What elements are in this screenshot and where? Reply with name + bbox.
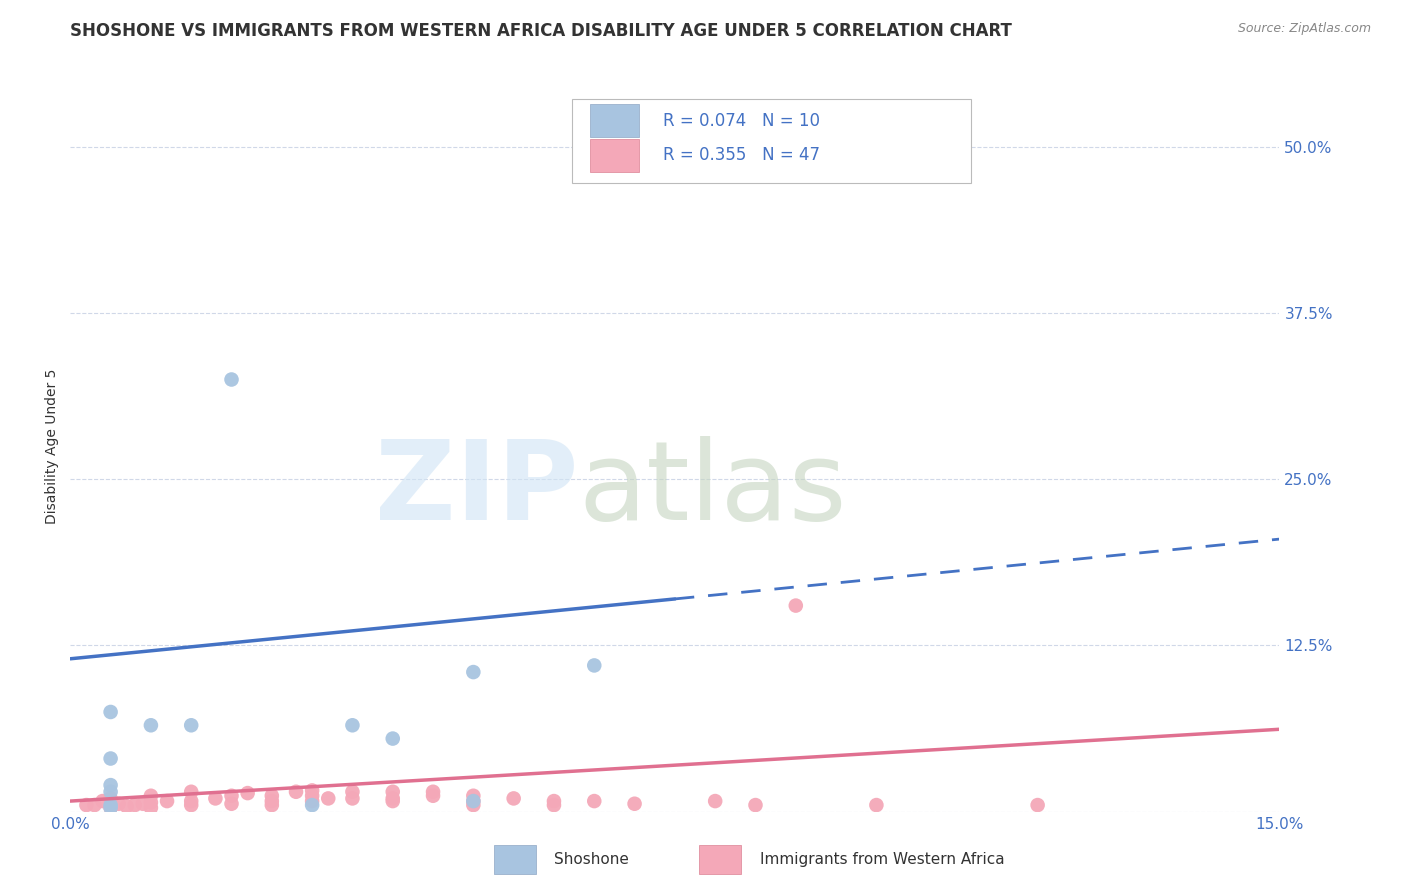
Point — [422, 789, 444, 803]
Text: SHOSHONE VS IMMIGRANTS FROM WESTERN AFRICA DISABILITY AGE UNDER 5 CORRELATION CH: SHOSHONE VS IMMIGRANTS FROM WESTERN AFRI… — [70, 22, 1012, 40]
Point — [100, 751, 122, 765]
Point — [301, 783, 323, 797]
Bar — [494, 845, 536, 874]
Point — [180, 718, 202, 732]
Point — [132, 797, 155, 811]
Point — [115, 799, 138, 814]
Point — [301, 798, 323, 813]
Point — [100, 778, 122, 792]
Point — [260, 798, 283, 813]
Point — [180, 785, 202, 799]
Point — [301, 794, 323, 808]
Bar — [699, 845, 741, 874]
Point — [583, 658, 606, 673]
Bar — [591, 139, 638, 171]
Text: Shoshone: Shoshone — [554, 852, 628, 867]
Point — [1026, 798, 1049, 813]
FancyBboxPatch shape — [572, 99, 972, 183]
Point — [156, 794, 179, 808]
Point — [221, 789, 243, 803]
Point — [785, 599, 807, 613]
Point — [124, 798, 146, 813]
Point — [180, 794, 202, 808]
Y-axis label: Disability Age Under 5: Disability Age Under 5 — [45, 368, 59, 524]
Point — [285, 785, 308, 799]
Point — [100, 705, 122, 719]
Text: R = 0.074   N = 10: R = 0.074 N = 10 — [662, 112, 820, 130]
Point — [381, 791, 404, 805]
Point — [139, 801, 162, 815]
Point — [107, 797, 129, 811]
Point — [301, 789, 323, 803]
Point — [463, 665, 485, 679]
Point — [865, 798, 887, 813]
Point — [502, 791, 524, 805]
Point — [100, 798, 122, 813]
Point — [204, 791, 226, 805]
Point — [75, 798, 97, 813]
Point — [342, 785, 364, 799]
Point — [91, 794, 114, 808]
Point — [260, 794, 283, 808]
Point — [236, 786, 259, 800]
Point — [744, 798, 766, 813]
Point — [422, 785, 444, 799]
Text: atlas: atlas — [578, 436, 846, 543]
Point — [381, 794, 404, 808]
Point — [463, 789, 485, 803]
Point — [180, 798, 202, 813]
Point — [342, 791, 364, 805]
Point — [139, 796, 162, 810]
Bar — [591, 104, 638, 137]
Point — [100, 785, 122, 799]
Point — [316, 791, 339, 805]
Point — [139, 718, 162, 732]
Point — [100, 801, 122, 815]
Point — [83, 798, 105, 813]
Point — [260, 789, 283, 803]
Point — [221, 372, 243, 386]
Point — [543, 798, 565, 813]
Point — [623, 797, 645, 811]
Point — [463, 794, 485, 808]
Text: ZIP: ZIP — [375, 436, 578, 543]
Point — [463, 794, 485, 808]
Text: R = 0.355   N = 47: R = 0.355 N = 47 — [662, 146, 820, 164]
Point — [221, 797, 243, 811]
Text: Source: ZipAtlas.com: Source: ZipAtlas.com — [1237, 22, 1371, 36]
Point — [704, 794, 727, 808]
Point — [381, 785, 404, 799]
Point — [583, 794, 606, 808]
Point — [100, 801, 122, 815]
Point — [744, 153, 766, 167]
Point — [381, 731, 404, 746]
Point — [463, 798, 485, 813]
Point — [543, 794, 565, 808]
Point — [342, 718, 364, 732]
Point — [100, 791, 122, 805]
Text: Immigrants from Western Africa: Immigrants from Western Africa — [759, 852, 1004, 867]
Point — [139, 789, 162, 803]
